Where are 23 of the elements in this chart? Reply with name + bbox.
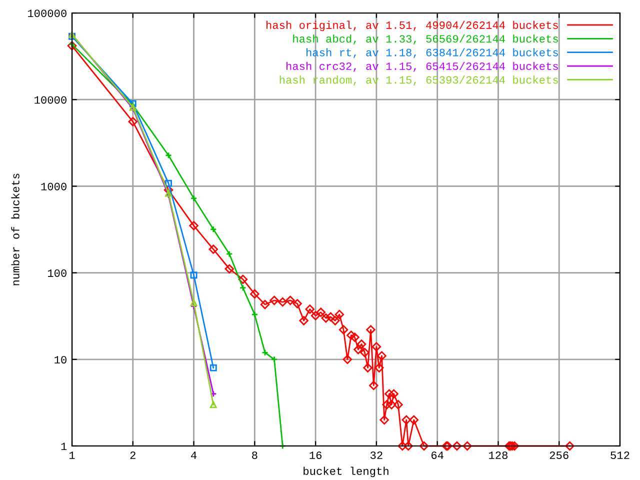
x-tick-label: 128 — [489, 451, 508, 460]
x-tick-label: 64 — [431, 451, 444, 460]
legend-label: hash random, av 1.15, 65393/262144 buckets — [280, 76, 558, 86]
x-tick-label: 2 — [130, 451, 136, 459]
y-axis-title: number of buckets — [11, 174, 20, 286]
x-tick-label: 4 — [191, 452, 197, 459]
y-tick-label: 10000 — [34, 96, 66, 104]
y-tick-label: 100000 — [28, 10, 66, 18]
x-tick-label: 16 — [310, 451, 322, 460]
x-axis-title: bucket length — [304, 466, 388, 478]
x-tick-label: 256 — [550, 451, 568, 460]
y-tick-label: 1 — [61, 442, 67, 450]
y-tick-label: 1000 — [41, 182, 66, 190]
y-tick-label: 100 — [48, 269, 66, 277]
y-tick-label: 10 — [54, 356, 66, 364]
x-tick-label: 512 — [610, 451, 630, 460]
legend-label: hash rt, av 1.18, 63841/262144 buckets — [306, 48, 558, 58]
x-tick-label: 32 — [370, 451, 382, 460]
legend-label: hash original, av 1.51, 49904/262144 buckets — [266, 20, 558, 32]
legend-label: hash crc32, av 1.15, 65415/262144 buckets — [286, 62, 558, 72]
x-tick-label: 1 — [69, 452, 75, 459]
x-tick-label: 8 — [252, 451, 258, 460]
legend-label: hash abcd, av 1.33, 56569/262144 buckets — [293, 34, 558, 44]
